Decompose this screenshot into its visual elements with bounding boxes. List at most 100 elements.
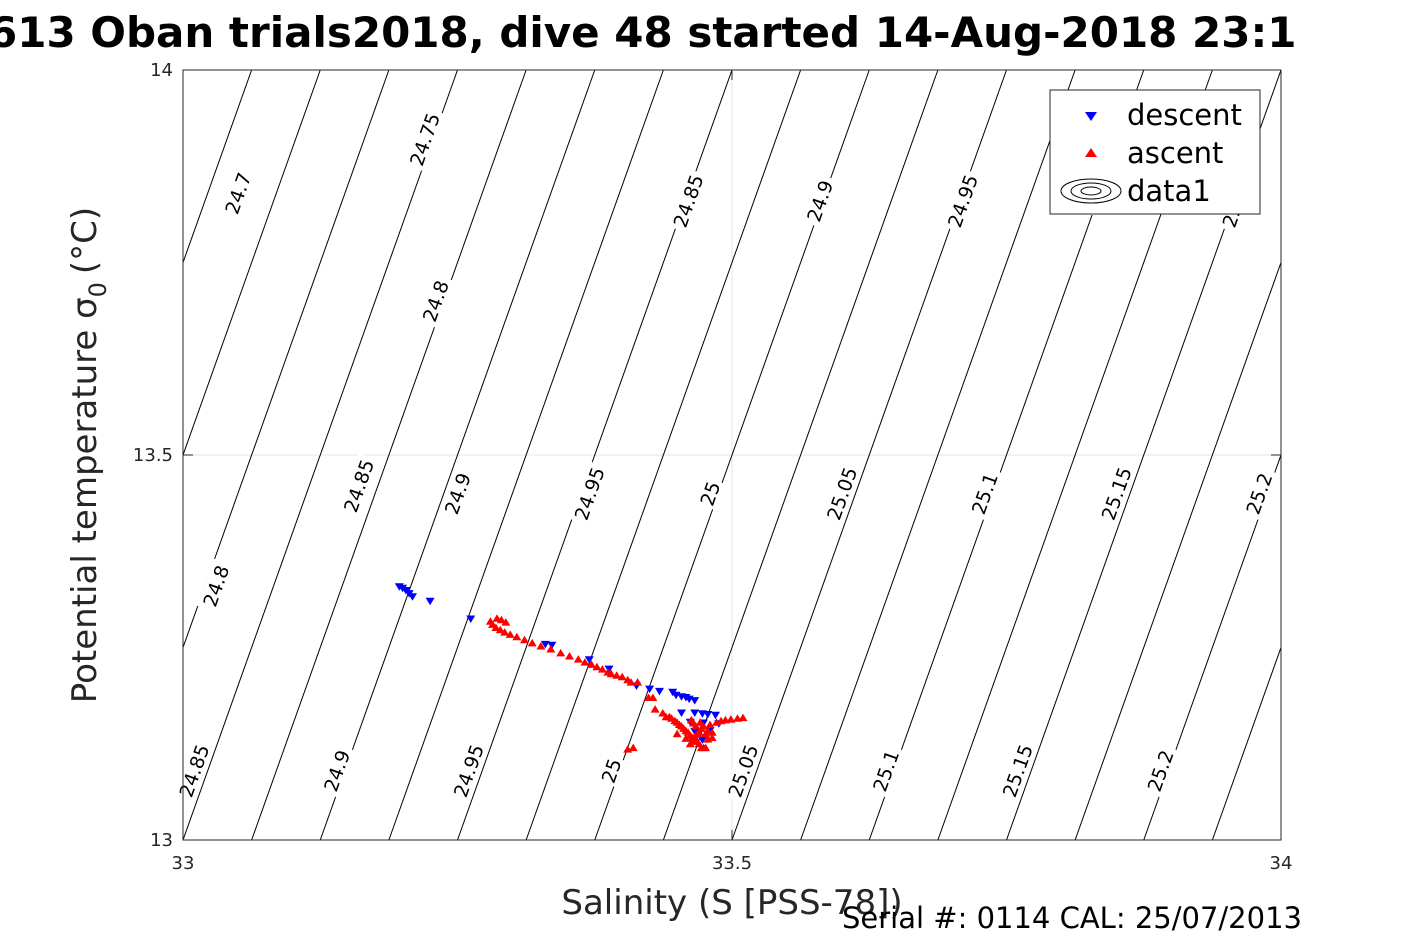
contour-24.70 bbox=[183, 70, 253, 264]
data-points bbox=[394, 583, 748, 753]
contour-24.80 bbox=[183, 70, 390, 649]
ascent-point-26 bbox=[626, 678, 636, 686]
ascent-point-18 bbox=[587, 660, 596, 668]
legend-ascent-marker bbox=[1085, 148, 1097, 157]
descent-point-13 bbox=[655, 687, 664, 696]
descent-point-19 bbox=[690, 697, 700, 705]
descent-point-24 bbox=[711, 711, 720, 720]
contour-25.60 bbox=[1211, 646, 1281, 840]
ascent-point-24 bbox=[617, 672, 627, 681]
legend-data1-label: data1 bbox=[1127, 174, 1211, 208]
legend-descent-label: descent bbox=[1127, 98, 1242, 132]
contour-25.10 bbox=[525, 70, 802, 840]
x-tick-label-2: 34 bbox=[1270, 853, 1293, 874]
ascent-point-13 bbox=[546, 645, 556, 653]
ascent-point-7 bbox=[500, 628, 510, 636]
contour-label-bg-32 bbox=[866, 743, 905, 798]
ascent-point-76 bbox=[628, 743, 638, 752]
x-axis-label: Salinity (S [PSS-78]) bbox=[561, 883, 902, 923]
contour-label-bg-3 bbox=[801, 173, 839, 229]
ascent-point-6 bbox=[495, 625, 505, 634]
contour-label-bg-19 bbox=[1095, 461, 1137, 526]
x-tick-label-0: 33 bbox=[172, 853, 195, 874]
ascent-point-30 bbox=[650, 705, 660, 713]
contour-label-bg-1 bbox=[404, 106, 446, 172]
contour-label-bg-30 bbox=[596, 753, 627, 788]
contour-label-bg-2 bbox=[667, 168, 709, 234]
contour-label-bg-18 bbox=[965, 466, 1004, 521]
ascent-point-68 bbox=[691, 722, 701, 730]
contour-25.30 bbox=[800, 70, 1076, 840]
axis-ticks: 33 33.5 34 13 13.5 14 bbox=[133, 60, 1293, 874]
y-axis-label-subscript: 0 bbox=[84, 282, 112, 297]
ascent-point-23 bbox=[612, 671, 622, 679]
descent-point-30 bbox=[697, 736, 707, 744]
descent-point-12 bbox=[645, 685, 655, 694]
y-tick-label-2: 14 bbox=[150, 60, 173, 81]
ascent-point-73 bbox=[707, 728, 717, 736]
legend: descent ascent data1 bbox=[1049, 89, 1261, 215]
ascent-point-8 bbox=[505, 630, 515, 638]
ascent-point-29 bbox=[648, 693, 658, 701]
ascent-point-1 bbox=[496, 615, 506, 624]
contour-label-bg-34 bbox=[1141, 743, 1179, 798]
x-tick-label-1: 33.5 bbox=[712, 853, 752, 874]
contour-label-bg-29 bbox=[447, 738, 490, 804]
ascent-point-2 bbox=[501, 618, 511, 626]
legend-data1-contour-icon bbox=[1060, 178, 1122, 204]
descent-point-5 bbox=[425, 597, 435, 606]
contour-25.00 bbox=[388, 70, 664, 840]
contour-label-bg-31 bbox=[722, 738, 764, 804]
ascent-point-27 bbox=[633, 678, 643, 686]
contour-label-bg-20 bbox=[1240, 466, 1278, 521]
legend-ascent-label: ascent bbox=[1127, 136, 1223, 170]
ascent-point-74 bbox=[695, 718, 705, 726]
contour-label-bg-12 bbox=[197, 558, 235, 614]
y-tick-label-0: 13 bbox=[150, 830, 173, 851]
contour-label-bg-28 bbox=[317, 743, 356, 798]
descent-point-6 bbox=[466, 615, 476, 623]
descent-point-28 bbox=[690, 727, 700, 736]
contour-label-bg-15 bbox=[568, 461, 610, 526]
contour-label-bg-11 bbox=[416, 273, 455, 329]
descent-point-4 bbox=[408, 593, 417, 601]
y-axis-label: Potential temperature σ0 (°C) bbox=[65, 207, 112, 703]
contour-25.50 bbox=[1074, 261, 1281, 840]
contour-label-bg-16 bbox=[694, 476, 726, 511]
chart-title: 613 Oban trials2018, dive 48 started 14-… bbox=[0, 8, 1296, 57]
ascent-point-9 bbox=[512, 632, 522, 641]
serial-cal-footer: Serial #: 0114 CAL: 25/07/2013 bbox=[842, 901, 1302, 935]
ascent-point-63 bbox=[726, 715, 736, 723]
ascent-point-49 bbox=[701, 743, 711, 752]
ascent-point-65 bbox=[738, 713, 748, 722]
ascent-point-20 bbox=[597, 665, 607, 673]
contour-24.85 bbox=[183, 70, 458, 840]
ascent-point-57 bbox=[705, 720, 715, 728]
contour-label-bg-4 bbox=[942, 168, 984, 234]
ascent-point-5 bbox=[491, 623, 501, 631]
descent-point-20 bbox=[677, 709, 686, 717]
ascent-point-69 bbox=[672, 729, 682, 738]
descent-point-23 bbox=[703, 711, 713, 719]
contour-label-bg-0 bbox=[219, 165, 257, 221]
ascent-point-19 bbox=[592, 662, 602, 671]
ascent-point-70 bbox=[681, 734, 691, 742]
ascent-point-14 bbox=[556, 648, 566, 657]
descent-point-10 bbox=[604, 665, 614, 674]
contour-label-bg-14 bbox=[438, 466, 477, 521]
contour-label-bg-17 bbox=[821, 461, 863, 526]
ascent-point-56 bbox=[685, 739, 695, 748]
y-axis-label-unit: (°C) bbox=[65, 207, 105, 274]
contour-label-bg-33 bbox=[996, 738, 1039, 804]
y-axis-label-main: Potential temperature σ bbox=[65, 297, 105, 703]
descent-point-21 bbox=[690, 709, 700, 717]
contour-24.75 bbox=[183, 70, 321, 457]
contour-label-bg-13 bbox=[338, 453, 380, 519]
descent-point-7 bbox=[540, 640, 550, 649]
ascent-point-15 bbox=[565, 652, 574, 660]
legend-box bbox=[1049, 89, 1261, 215]
y-tick-label-1: 13.5 bbox=[133, 445, 173, 466]
descent-point-9 bbox=[584, 656, 594, 664]
ascent-point-12 bbox=[536, 642, 546, 650]
